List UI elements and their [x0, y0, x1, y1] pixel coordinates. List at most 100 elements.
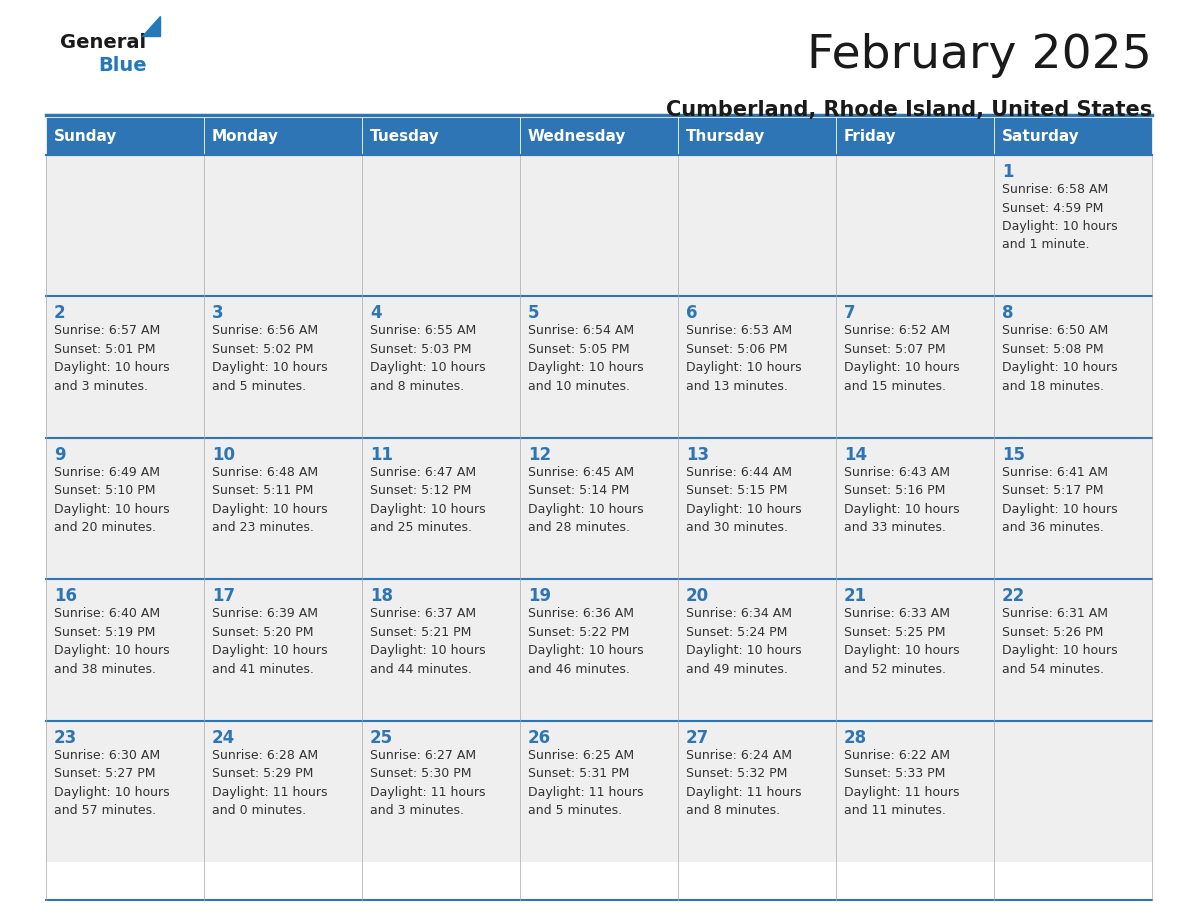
Text: Sunrise: 6:41 AM
Sunset: 5:17 PM
Daylight: 10 hours
and 36 minutes.: Sunrise: 6:41 AM Sunset: 5:17 PM Dayligh…	[1001, 465, 1118, 534]
Bar	[994, 579, 1152, 721]
Bar	[204, 438, 362, 579]
Text: 27: 27	[685, 729, 709, 746]
Text: Sunrise: 6:54 AM
Sunset: 5:05 PM
Daylight: 10 hours
and 10 minutes.: Sunrise: 6:54 AM Sunset: 5:05 PM Dayligh…	[527, 324, 644, 393]
Text: 11: 11	[369, 446, 393, 464]
Bar	[362, 155, 520, 297]
Bar	[678, 297, 836, 438]
Text: 21: 21	[843, 588, 867, 605]
Bar	[678, 438, 836, 579]
Text: 14: 14	[843, 446, 867, 464]
Bar	[204, 579, 362, 721]
Text: Sunrise: 6:39 AM
Sunset: 5:20 PM
Daylight: 10 hours
and 41 minutes.: Sunrise: 6:39 AM Sunset: 5:20 PM Dayligh…	[211, 607, 328, 676]
Bar	[520, 297, 678, 438]
Text: 19: 19	[527, 588, 551, 605]
Text: 17: 17	[211, 588, 235, 605]
Text: Sunrise: 6:37 AM
Sunset: 5:21 PM
Daylight: 10 hours
and 44 minutes.: Sunrise: 6:37 AM Sunset: 5:21 PM Dayligh…	[369, 607, 486, 676]
Bar	[836, 438, 994, 579]
Bar	[678, 155, 836, 297]
Bar	[204, 721, 362, 862]
Bar	[994, 721, 1152, 862]
Text: Sunrise: 6:56 AM
Sunset: 5:02 PM
Daylight: 10 hours
and 5 minutes.: Sunrise: 6:56 AM Sunset: 5:02 PM Dayligh…	[211, 324, 328, 393]
Bar	[678, 117, 836, 155]
Text: 6: 6	[685, 305, 697, 322]
Text: Monday: Monday	[211, 129, 279, 143]
Bar	[46, 721, 204, 862]
Text: Sunrise: 6:25 AM
Sunset: 5:31 PM
Daylight: 11 hours
and 5 minutes.: Sunrise: 6:25 AM Sunset: 5:31 PM Dayligh…	[527, 748, 644, 817]
Text: 16: 16	[53, 588, 77, 605]
Text: Sunrise: 6:30 AM
Sunset: 5:27 PM
Daylight: 10 hours
and 57 minutes.: Sunrise: 6:30 AM Sunset: 5:27 PM Dayligh…	[53, 748, 170, 817]
Bar	[678, 579, 836, 721]
Text: Sunrise: 6:34 AM
Sunset: 5:24 PM
Daylight: 10 hours
and 49 minutes.: Sunrise: 6:34 AM Sunset: 5:24 PM Dayligh…	[685, 607, 802, 676]
Polygon shape	[143, 16, 160, 36]
Text: Wednesday: Wednesday	[527, 129, 626, 143]
Text: 15: 15	[1001, 446, 1025, 464]
Bar	[362, 579, 520, 721]
Bar	[362, 721, 520, 862]
Text: Sunrise: 6:50 AM
Sunset: 5:08 PM
Daylight: 10 hours
and 18 minutes.: Sunrise: 6:50 AM Sunset: 5:08 PM Dayligh…	[1001, 324, 1118, 393]
Text: Sunrise: 6:55 AM
Sunset: 5:03 PM
Daylight: 10 hours
and 8 minutes.: Sunrise: 6:55 AM Sunset: 5:03 PM Dayligh…	[369, 324, 486, 393]
Bar	[362, 438, 520, 579]
Text: Sunrise: 6:40 AM
Sunset: 5:19 PM
Daylight: 10 hours
and 38 minutes.: Sunrise: 6:40 AM Sunset: 5:19 PM Dayligh…	[53, 607, 170, 676]
Bar	[204, 297, 362, 438]
Text: Sunrise: 6:53 AM
Sunset: 5:06 PM
Daylight: 10 hours
and 13 minutes.: Sunrise: 6:53 AM Sunset: 5:06 PM Dayligh…	[685, 324, 802, 393]
Bar	[204, 155, 362, 297]
Bar	[362, 117, 520, 155]
Text: 18: 18	[369, 588, 393, 605]
Text: Sunrise: 6:49 AM
Sunset: 5:10 PM
Daylight: 10 hours
and 20 minutes.: Sunrise: 6:49 AM Sunset: 5:10 PM Dayligh…	[53, 465, 170, 534]
Text: 25: 25	[369, 729, 393, 746]
Bar	[46, 155, 204, 297]
Text: 12: 12	[527, 446, 551, 464]
Text: Sunrise: 6:58 AM
Sunset: 4:59 PM
Daylight: 10 hours
and 1 minute.: Sunrise: 6:58 AM Sunset: 4:59 PM Dayligh…	[1001, 183, 1118, 252]
Bar	[46, 117, 204, 155]
Bar	[204, 117, 362, 155]
Text: Sunrise: 6:22 AM
Sunset: 5:33 PM
Daylight: 11 hours
and 11 minutes.: Sunrise: 6:22 AM Sunset: 5:33 PM Dayligh…	[843, 748, 960, 817]
Text: Sunrise: 6:33 AM
Sunset: 5:25 PM
Daylight: 10 hours
and 52 minutes.: Sunrise: 6:33 AM Sunset: 5:25 PM Dayligh…	[843, 607, 960, 676]
Bar	[994, 155, 1152, 297]
Text: Sunrise: 6:47 AM
Sunset: 5:12 PM
Daylight: 10 hours
and 25 minutes.: Sunrise: 6:47 AM Sunset: 5:12 PM Dayligh…	[369, 465, 486, 534]
Text: 2: 2	[53, 305, 65, 322]
Bar	[836, 721, 994, 862]
Text: 26: 26	[527, 729, 551, 746]
Text: Tuesday: Tuesday	[369, 129, 440, 143]
Text: 10: 10	[211, 446, 235, 464]
Bar	[520, 579, 678, 721]
Bar	[362, 297, 520, 438]
Text: 20: 20	[685, 588, 709, 605]
Bar	[46, 297, 204, 438]
Text: Sunrise: 6:24 AM
Sunset: 5:32 PM
Daylight: 11 hours
and 8 minutes.: Sunrise: 6:24 AM Sunset: 5:32 PM Dayligh…	[685, 748, 802, 817]
Bar	[46, 579, 204, 721]
Text: 8: 8	[1001, 305, 1013, 322]
Bar	[994, 438, 1152, 579]
Bar	[46, 438, 204, 579]
Text: 3: 3	[211, 305, 223, 322]
Bar	[836, 117, 994, 155]
Bar	[678, 721, 836, 862]
Text: Sunrise: 6:57 AM
Sunset: 5:01 PM
Daylight: 10 hours
and 3 minutes.: Sunrise: 6:57 AM Sunset: 5:01 PM Dayligh…	[53, 324, 170, 393]
Text: 9: 9	[53, 446, 65, 464]
Bar	[836, 579, 994, 721]
Text: Blue: Blue	[97, 56, 146, 75]
Text: Sunrise: 6:27 AM
Sunset: 5:30 PM
Daylight: 11 hours
and 3 minutes.: Sunrise: 6:27 AM Sunset: 5:30 PM Dayligh…	[369, 748, 486, 817]
Text: February 2025: February 2025	[807, 32, 1152, 77]
Text: 7: 7	[843, 305, 855, 322]
Text: Sunrise: 6:28 AM
Sunset: 5:29 PM
Daylight: 11 hours
and 0 minutes.: Sunrise: 6:28 AM Sunset: 5:29 PM Dayligh…	[211, 748, 328, 817]
Text: 28: 28	[843, 729, 867, 746]
Bar	[520, 721, 678, 862]
Text: Sunrise: 6:31 AM
Sunset: 5:26 PM
Daylight: 10 hours
and 54 minutes.: Sunrise: 6:31 AM Sunset: 5:26 PM Dayligh…	[1001, 607, 1118, 676]
Text: Sunrise: 6:36 AM
Sunset: 5:22 PM
Daylight: 10 hours
and 46 minutes.: Sunrise: 6:36 AM Sunset: 5:22 PM Dayligh…	[527, 607, 644, 676]
Bar	[836, 297, 994, 438]
Text: Thursday: Thursday	[685, 129, 765, 143]
Text: 5: 5	[527, 305, 539, 322]
Text: Sunrise: 6:43 AM
Sunset: 5:16 PM
Daylight: 10 hours
and 33 minutes.: Sunrise: 6:43 AM Sunset: 5:16 PM Dayligh…	[843, 465, 960, 534]
Bar	[994, 297, 1152, 438]
Text: 23: 23	[53, 729, 77, 746]
Bar	[994, 117, 1152, 155]
Text: Sunrise: 6:52 AM
Sunset: 5:07 PM
Daylight: 10 hours
and 15 minutes.: Sunrise: 6:52 AM Sunset: 5:07 PM Dayligh…	[843, 324, 960, 393]
Text: 13: 13	[685, 446, 709, 464]
Bar	[520, 117, 678, 155]
Bar	[836, 155, 994, 297]
Text: Saturday: Saturday	[1001, 129, 1080, 143]
Text: General: General	[61, 33, 146, 52]
Text: Friday: Friday	[843, 129, 897, 143]
Bar	[520, 155, 678, 297]
